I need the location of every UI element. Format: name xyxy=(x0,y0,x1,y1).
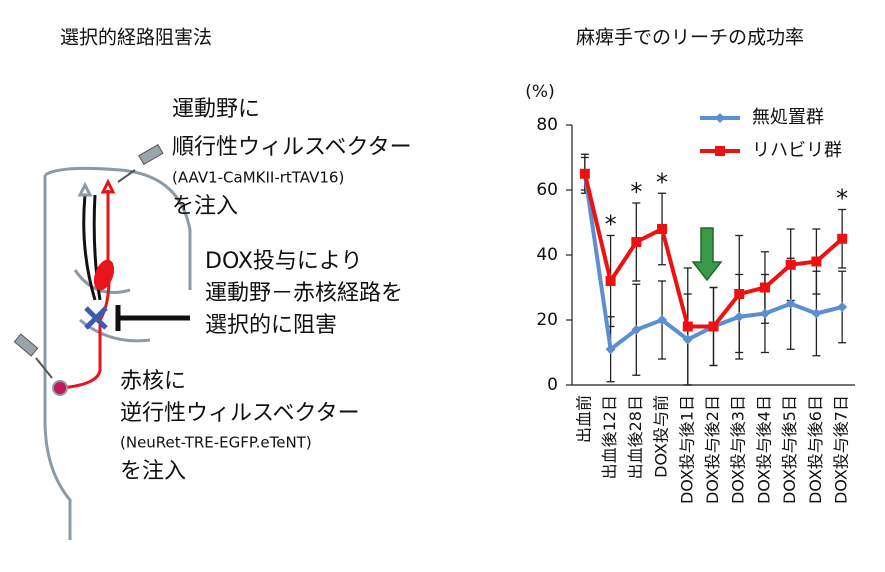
diagram-label: (NeuRet-TRE-EGFP.eTeNT) xyxy=(120,434,312,452)
x-tick-label: DOX投与後4日 xyxy=(754,395,773,504)
chart-title: 麻痺手でのリーチの成功率 xyxy=(576,27,804,49)
point xyxy=(837,233,848,244)
point xyxy=(811,256,822,267)
significance-mark: * xyxy=(656,168,668,196)
point xyxy=(837,302,848,312)
point xyxy=(682,321,693,332)
diagram-label: 運動野－赤核経路を xyxy=(205,281,403,306)
y-tick-label: 0 xyxy=(547,375,558,395)
y-tick-label: 60 xyxy=(536,180,558,200)
point xyxy=(657,315,668,325)
legend-marker xyxy=(715,146,725,156)
point xyxy=(785,259,796,270)
diagram-label: を注入 xyxy=(120,459,186,484)
diagram-label: 運動野に xyxy=(172,97,260,122)
point xyxy=(579,168,590,179)
point xyxy=(657,224,668,234)
y-tick-label: 80 xyxy=(536,115,558,135)
diagram-label: (AAV1-CaMKII-rtTAV16) xyxy=(172,169,344,187)
brain-drawing xyxy=(43,166,192,540)
x-tick-label: DOX投与後3日 xyxy=(729,395,748,504)
diagram-label: を注入 xyxy=(172,194,238,219)
point xyxy=(682,334,693,345)
point xyxy=(631,237,642,247)
x-tick-label: 出血後28日 xyxy=(626,395,645,479)
point xyxy=(785,298,796,309)
point xyxy=(811,308,822,319)
point xyxy=(759,282,770,293)
diagram-label: DOX投与により xyxy=(205,249,362,274)
point xyxy=(605,344,616,355)
point xyxy=(734,311,745,322)
significance-mark: * xyxy=(630,178,642,206)
red-nucleus-target xyxy=(93,259,115,291)
legend-label: 無処置群 xyxy=(752,107,824,128)
x-tick-label: 出血前 xyxy=(574,395,593,443)
legend-label: リハビリ群 xyxy=(752,140,842,161)
point xyxy=(708,321,719,332)
diagram-title: 選択的経路阻害法 xyxy=(60,27,212,49)
point xyxy=(605,276,616,286)
syringes xyxy=(13,143,164,379)
diagram-label: 選択的に阻害 xyxy=(205,313,337,338)
significance-mark: * xyxy=(605,211,617,239)
x-tick-label: 出血後12日 xyxy=(600,395,619,479)
diagram-label: 順行性ウィルスベクター xyxy=(172,135,412,160)
y-tick-label: 20 xyxy=(536,310,558,330)
block-mark xyxy=(84,305,190,331)
significance-mark: * xyxy=(836,185,848,213)
legend-marker xyxy=(715,113,725,123)
x-tick-label: DOX投与後5日 xyxy=(780,395,799,504)
x-tick-label: DOX投与後7日 xyxy=(832,395,851,504)
diagram-label: 逆行性ウィルスベクター xyxy=(120,401,360,426)
x-tick-label: DOX投与前 xyxy=(652,395,671,478)
point xyxy=(734,289,745,299)
x-tick-label: DOX投与後2日 xyxy=(703,395,722,504)
y-axis-label: (%) xyxy=(525,82,554,102)
x-tick-label: DOX投与後1日 xyxy=(677,395,696,504)
y-tick-label: 40 xyxy=(536,245,558,265)
dox-arrow xyxy=(691,227,723,282)
x-tick-label: DOX投与後6日 xyxy=(806,395,825,504)
injection-site xyxy=(52,380,68,396)
point xyxy=(631,324,642,335)
point xyxy=(759,308,770,319)
diagram-label: 赤核に xyxy=(120,369,186,394)
